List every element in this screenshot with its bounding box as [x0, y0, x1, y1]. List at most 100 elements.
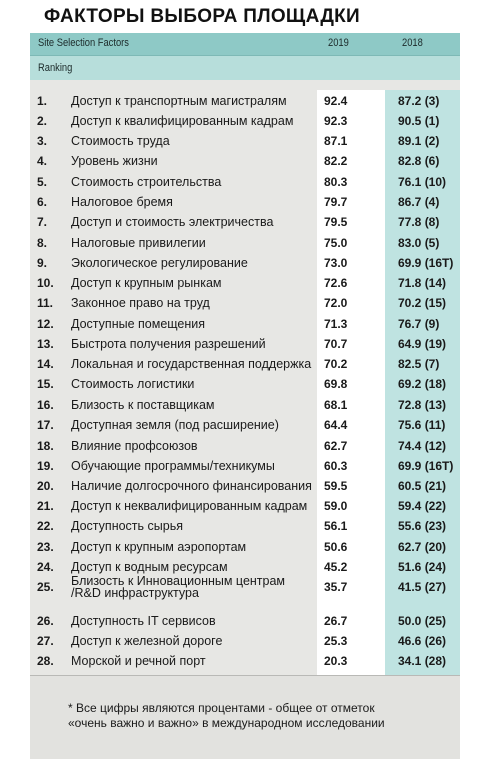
- row-rank: 8.: [37, 236, 48, 250]
- column-2018-background: [385, 90, 460, 707]
- row-factor-name: Быстрота получения разрешений: [71, 337, 266, 351]
- row-factor-name: Доступность сырья: [71, 519, 183, 533]
- row-value-2019: 45.2: [324, 560, 348, 574]
- row-factor-name: Доступные помещения: [71, 317, 206, 331]
- row-value-2019: 60.3: [324, 459, 348, 473]
- row-rank: 23.: [37, 540, 54, 554]
- row-value-2019: 87.1: [324, 134, 348, 148]
- row-rank: 16.: [37, 398, 54, 412]
- row-value-2018: 60.5 (21): [398, 479, 447, 493]
- row-value-2019: 72.0: [324, 296, 348, 310]
- row-value-2018: 62.7 (20): [398, 540, 447, 554]
- row-factor-name: Доступ к квалифицированным кадрам: [71, 114, 294, 128]
- row-rank: 9.: [37, 256, 48, 270]
- row-rank: 19.: [37, 459, 54, 473]
- row-value-2019: 75.0: [324, 236, 348, 250]
- row-value-2019: 69.8: [324, 377, 348, 391]
- row-value-2018: 41.5 (27): [398, 580, 447, 594]
- row-rank: 24.: [37, 560, 54, 574]
- page-title: ФАКТОРЫ ВЫБОРА ПЛОЩАДКИ: [44, 6, 361, 27]
- row-value-2019: 80.3: [324, 175, 348, 189]
- row-value-2019: 62.7: [324, 439, 348, 453]
- row-factor-name: Доступ к транспортным магистралям: [71, 94, 287, 108]
- row-value-2019: 56.1: [324, 519, 348, 533]
- row-value-2019: 92.4: [324, 94, 348, 108]
- row-rank: 26.: [37, 614, 54, 628]
- row-value-2018: 82.5 (7): [398, 357, 440, 371]
- row-value-2019: 71.3: [324, 317, 348, 331]
- row-value-2019: 70.2: [324, 357, 348, 371]
- row-value-2019: 72.6: [324, 276, 348, 290]
- row-value-2018: 77.8 (8): [398, 215, 440, 229]
- row-value-2019: 68.1: [324, 398, 348, 412]
- row-factor-name: Уровень жизни: [71, 154, 158, 168]
- row-rank: 11.: [37, 296, 54, 310]
- row-factor-name: Доступность IT сервисов: [71, 614, 216, 628]
- row-value-2018: 70.2 (15): [398, 296, 447, 310]
- row-rank: 1.: [37, 94, 48, 108]
- row-rank: 15.: [37, 377, 54, 391]
- row-factor-name: Стоимость труда: [71, 134, 170, 148]
- row-factor-name: Доступ к железной дороге: [71, 634, 223, 648]
- row-factor-name: Морской и речной порт: [71, 654, 206, 668]
- row-rank: 20.: [37, 479, 54, 493]
- row-value-2018: 34.1 (28): [398, 654, 447, 668]
- ranking-subheader: Ranking: [30, 55, 460, 80]
- row-rank: 12.: [37, 317, 54, 331]
- row-value-2018: 69.9 (16T): [398, 459, 454, 473]
- row-value-2018: 76.1 (10): [398, 175, 447, 189]
- row-factor-name: Обучающие программы/техникумы: [71, 459, 275, 473]
- footnote-text: * Все цифры являются процентами - общее …: [68, 701, 385, 730]
- row-value-2019: 82.2: [324, 154, 348, 168]
- row-rank: 6.: [37, 195, 48, 209]
- row-factor-name: Доступ к крупным рынкам: [71, 276, 222, 290]
- row-factor-name: Доступ к крупным аэропортам: [71, 540, 247, 554]
- row-value-2019: 79.7: [324, 195, 348, 209]
- row-value-2018: 46.6 (26): [398, 634, 447, 648]
- row-value-2018: 72.8 (13): [398, 398, 447, 412]
- row-value-2018: 90.5 (1): [398, 114, 440, 128]
- row-factor-name: Стоимость строительства: [71, 175, 222, 189]
- row-value-2018: 55.6 (23): [398, 519, 447, 533]
- row-factor-name: Налоговое бремя: [71, 195, 173, 209]
- row-value-2018: 51.6 (24): [398, 560, 447, 574]
- row-rank: 27.: [37, 634, 54, 648]
- site-selection-table: Site Selection Factors 2019 2018 Ranking…: [30, 33, 460, 759]
- header-2019: 2019: [328, 37, 349, 49]
- footnote: * Все цифры являются процентами - общее …: [30, 675, 460, 759]
- header-2018: 2018: [402, 37, 423, 49]
- row-rank: 3.: [37, 134, 48, 148]
- row-value-2019: 26.7: [324, 614, 348, 628]
- row-factor-name: Доступ к неквалифицированным кадрам: [71, 499, 308, 513]
- row-value-2019: 20.3: [324, 654, 348, 668]
- row-value-2018: 74.4 (12): [398, 439, 447, 453]
- row-value-2018: 69.9 (16T): [398, 256, 454, 270]
- row-value-2018: 75.6 (11): [398, 418, 446, 432]
- row-rank: 10.: [37, 276, 54, 290]
- row-rank: 4.: [37, 154, 48, 168]
- row-rank: 18.: [37, 439, 54, 453]
- row-factor-name: Доступ к водным ресурсам: [71, 560, 228, 574]
- header-label: Site Selection Factors: [38, 37, 129, 49]
- row-factor-name: Налоговые привилегии: [71, 236, 206, 250]
- row-value-2019: 70.7: [324, 337, 348, 351]
- row-rank: 17.: [37, 418, 54, 432]
- column-2019-background: [317, 90, 385, 707]
- row-value-2019: 59.0: [324, 499, 348, 513]
- row-factor-name: Законное право на труд: [71, 296, 210, 310]
- row-factor-name: Доступная земля (под расширение): [71, 418, 279, 432]
- row-value-2019: 92.3: [324, 114, 348, 128]
- row-value-2018: 64.9 (19): [398, 337, 447, 351]
- row-value-2018: 83.0 (5): [398, 236, 440, 250]
- row-rank: 25.: [37, 580, 54, 594]
- row-value-2019: 64.4: [324, 418, 348, 432]
- row-rank: 7.: [37, 215, 48, 229]
- row-factor-name: Близость к Инновационным центрам: [71, 574, 286, 588]
- row-value-2018: 71.8 (14): [398, 276, 447, 290]
- row-factor-name: /R&D инфраструктура: [71, 586, 199, 600]
- row-factor-name: Стоимость логистики: [71, 377, 195, 391]
- row-factor-name: Экологическое регулирование: [71, 256, 248, 270]
- row-value-2018: 76.7 (9): [398, 317, 440, 331]
- row-value-2018: 86.7 (4): [398, 195, 440, 209]
- row-rank: 28.: [37, 654, 54, 668]
